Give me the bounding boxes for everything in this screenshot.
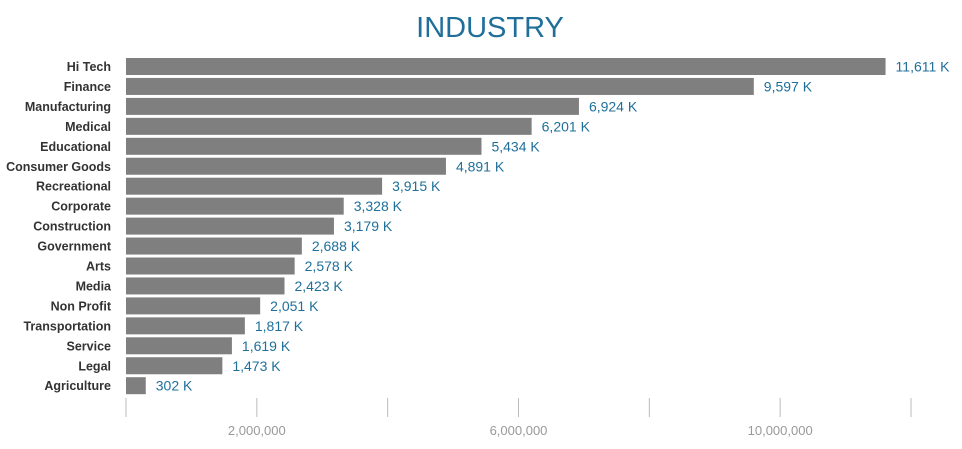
value-label-manufacturing: 6,924 K xyxy=(589,98,638,114)
value-label-service: 1,619 K xyxy=(242,338,291,354)
bar-transportation xyxy=(126,317,245,335)
category-label-recreational: Recreational xyxy=(36,180,111,194)
category-label-consumer-goods: Consumer Goods xyxy=(6,160,111,174)
category-label-media: Media xyxy=(76,279,112,293)
value-label-non-profit: 2,051 K xyxy=(270,298,319,314)
bar-government xyxy=(126,237,302,255)
x-tick-label-1: 6,000,000 xyxy=(490,423,548,438)
value-label-media: 2,423 K xyxy=(295,278,344,294)
category-label-medical: Medical xyxy=(65,120,111,134)
bar-hi-tech xyxy=(126,58,886,75)
value-label-hi-tech: 11,611 K xyxy=(896,59,951,75)
x-tick-label-0: 2,000,000 xyxy=(228,423,286,438)
bar-non-profit xyxy=(126,297,261,315)
bar-service xyxy=(126,337,232,355)
value-label-transportation: 1,817 K xyxy=(255,318,304,334)
value-label-arts: 2,578 K xyxy=(305,258,354,274)
bar-manufacturing xyxy=(126,97,579,115)
category-label-manufacturing: Manufacturing xyxy=(25,100,111,114)
bar-arts xyxy=(126,257,295,275)
category-label-arts: Arts xyxy=(86,260,111,274)
value-label-legal: 1,473 K xyxy=(232,358,281,374)
category-label-corporate: Corporate xyxy=(51,200,111,214)
bar-consumer-goods xyxy=(126,157,446,175)
bar-educational xyxy=(126,137,482,155)
value-label-government: 2,688 K xyxy=(312,238,361,254)
value-label-consumer-goods: 4,891 K xyxy=(456,158,505,174)
bar-recreational xyxy=(126,177,383,195)
x-tick-label-2: 10,000,000 xyxy=(748,423,813,438)
value-label-educational: 5,434 K xyxy=(491,138,540,154)
bar-medical xyxy=(126,117,532,135)
bar-finance xyxy=(126,77,754,95)
category-label-legal: Legal xyxy=(78,359,111,373)
value-label-agriculture: 302 K xyxy=(156,378,193,394)
category-label-finance: Finance xyxy=(64,80,111,94)
value-label-corporate: 3,328 K xyxy=(354,198,403,214)
value-label-recreational: 3,915 K xyxy=(392,178,441,194)
bar-construction xyxy=(126,217,334,235)
bar-corporate xyxy=(126,197,344,215)
value-label-finance: 9,597 K xyxy=(764,78,813,94)
bars-layer: Hi Tech 11,611 K Finance 9,597 K Manufacturi… xyxy=(6,58,951,395)
category-label-educational: Educational xyxy=(40,140,111,154)
category-label-construction: Construction xyxy=(33,220,111,234)
category-label-non-profit: Non Profit xyxy=(51,299,112,313)
category-label-hi-tech: Hi Tech xyxy=(67,60,111,74)
chart-title: INDUSTRY xyxy=(416,12,564,44)
category-label-service: Service xyxy=(67,339,112,353)
x-axis: 2,000,000 6,000,000 10,000,000 xyxy=(125,398,912,438)
category-label-agriculture: Agriculture xyxy=(44,379,111,393)
value-label-construction: 3,179 K xyxy=(344,218,393,234)
bar-legal xyxy=(126,357,223,375)
category-label-transportation: Transportation xyxy=(23,319,111,333)
category-label-government: Government xyxy=(37,240,111,254)
value-label-medical: 6,201 K xyxy=(542,118,591,134)
bar-agriculture xyxy=(126,377,146,395)
bar-media xyxy=(126,277,285,295)
